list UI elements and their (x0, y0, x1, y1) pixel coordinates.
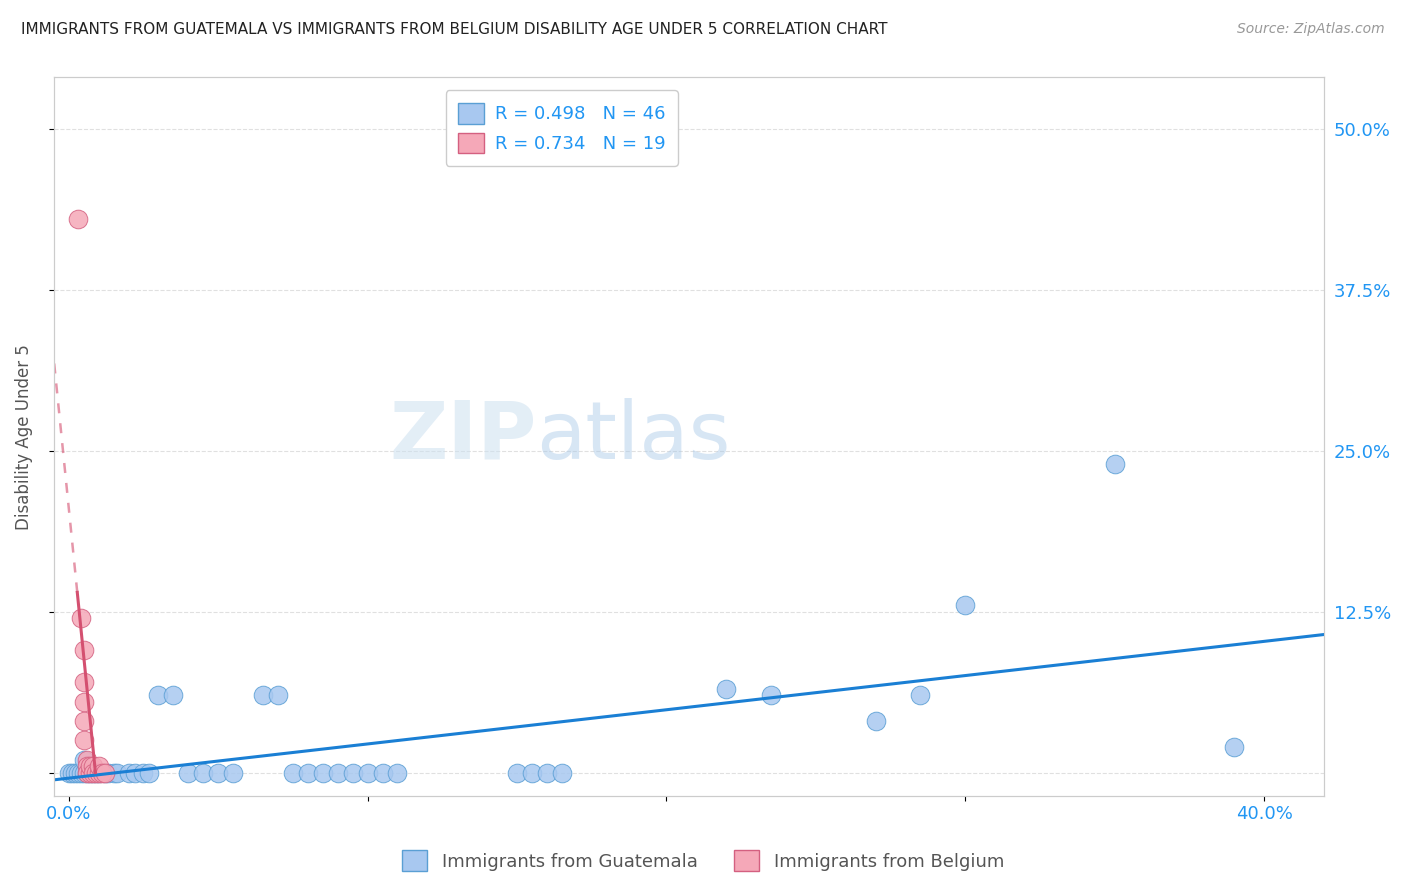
Point (207, 765, 229, 780)
Point (536, 765, 558, 780)
Text: atlas: atlas (537, 398, 731, 475)
Point (79, 759, 101, 773)
Point (132, 765, 155, 780)
Point (69, 611, 91, 625)
Point (82, 765, 104, 780)
Point (66, 212, 89, 227)
Point (865, 714, 887, 728)
Point (148, 689, 170, 703)
Point (1223, 739, 1246, 754)
Point (73, 675, 96, 690)
Point (759, 689, 782, 703)
Point (76, 753, 98, 767)
Point (82, 759, 104, 773)
Point (79, 765, 101, 780)
Point (82, 765, 104, 780)
Legend: Immigrants from Guatemala, Immigrants from Belgium: Immigrants from Guatemala, Immigrants fr… (395, 843, 1011, 879)
Point (66, 765, 89, 780)
Point (342, 765, 364, 780)
Point (716, 681, 738, 696)
Y-axis label: Disability Age Under 5: Disability Age Under 5 (15, 343, 32, 530)
Point (87, 765, 110, 780)
Text: IMMIGRANTS FROM GUATEMALA VS IMMIGRANTS FROM BELGIUM DISABILITY AGE UNDER 5 CORR: IMMIGRANTS FROM GUATEMALA VS IMMIGRANTS … (21, 22, 887, 37)
Point (138, 765, 160, 780)
Point (356, 765, 378, 780)
Point (506, 765, 529, 780)
Point (87, 759, 110, 773)
Point (73, 695, 96, 709)
Point (60, 765, 83, 780)
Point (267, 689, 290, 703)
Point (93, 765, 115, 780)
Text: ZIP: ZIP (389, 398, 537, 475)
Point (326, 765, 349, 780)
Point (281, 765, 304, 780)
Point (97, 765, 120, 780)
Text: Source: ZipAtlas.com: Source: ZipAtlas.com (1237, 22, 1385, 37)
Point (76, 765, 98, 780)
Point (73, 733, 96, 747)
Point (103, 765, 125, 780)
Point (910, 689, 932, 703)
Point (73, 714, 96, 728)
Point (79, 765, 101, 780)
Point (297, 765, 319, 780)
Point (252, 689, 274, 703)
Point (73, 643, 96, 657)
Point (87, 765, 110, 780)
Point (193, 765, 215, 780)
Point (63, 765, 86, 780)
Point (1104, 457, 1126, 471)
Point (90, 765, 112, 780)
Point (371, 765, 394, 780)
Point (117, 765, 139, 780)
Point (162, 689, 184, 703)
Point (69, 765, 91, 780)
Point (105, 765, 128, 780)
Point (520, 765, 543, 780)
Point (312, 765, 335, 780)
Point (93, 765, 115, 780)
Point (222, 765, 245, 780)
Point (177, 765, 200, 780)
Point (84, 765, 107, 780)
Point (76, 765, 98, 780)
Point (124, 765, 146, 780)
Point (551, 765, 574, 780)
Point (387, 765, 409, 780)
Point (58, 765, 80, 780)
Point (73, 753, 96, 767)
Point (955, 599, 977, 613)
Point (76, 759, 98, 773)
Point (73, 765, 96, 780)
Point (84, 765, 107, 780)
Legend: R = 0.498   N = 46, R = 0.734   N = 19: R = 0.498 N = 46, R = 0.734 N = 19 (446, 90, 678, 166)
